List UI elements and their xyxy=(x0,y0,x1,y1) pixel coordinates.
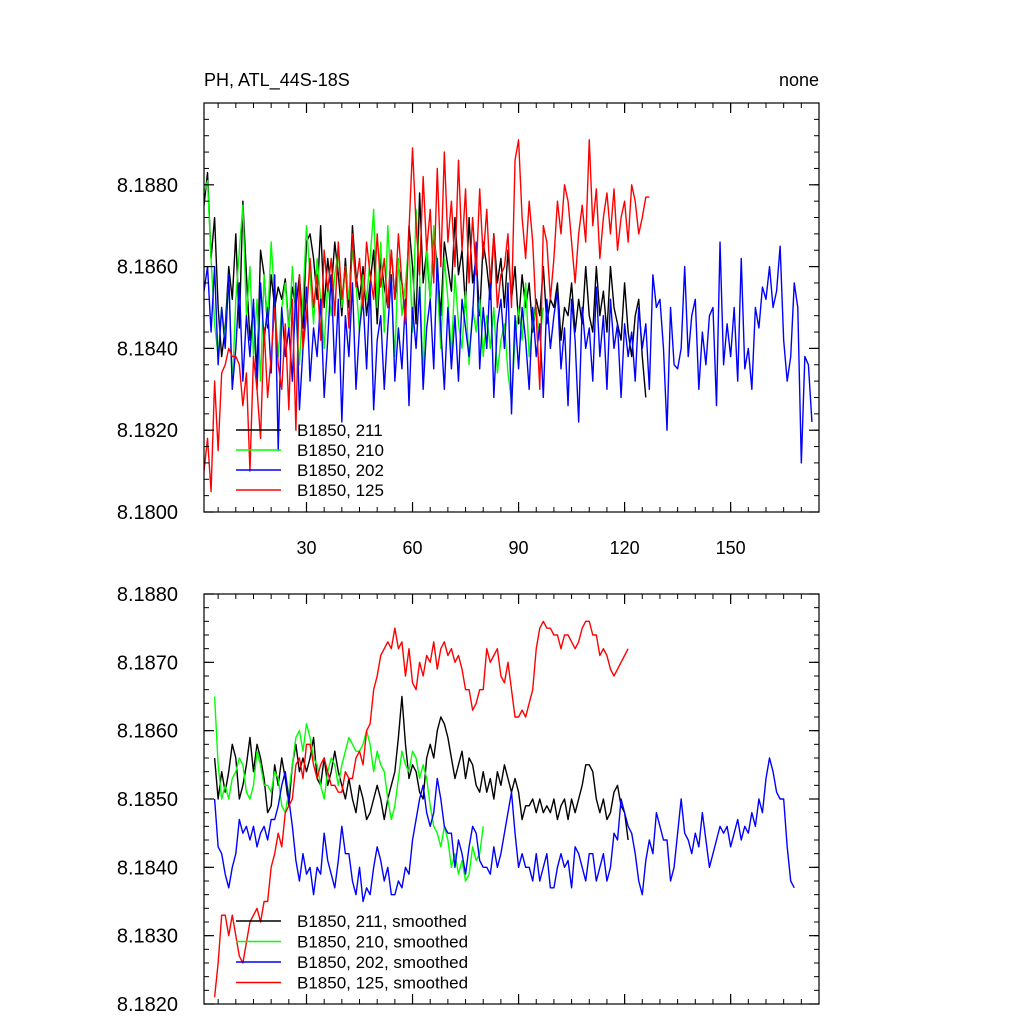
legend-label: B1850, 210, smoothed xyxy=(297,933,468,952)
plot-panel-bottom: 8.1820 8.1830 8.1840 8.1850 8.1860 8.1870 8.18… xyxy=(117,584,820,1016)
x-tick-label: 60 xyxy=(403,538,423,558)
series-line-3 xyxy=(204,241,813,464)
plot-panel-top: 30 60 90 120 150 8.1800 8.1820 8.1840 8.1860 8.18… xyxy=(117,102,820,558)
legend-label: B1850, 202 xyxy=(297,461,384,480)
legend-label: B1850, 210 xyxy=(297,441,384,460)
y-tick-label: 8.1820 xyxy=(117,994,178,1016)
series-line-4 xyxy=(213,620,629,998)
legend-label: B1850, 202, smoothed xyxy=(297,953,468,972)
series-line-3 xyxy=(213,757,795,903)
chart-title-right: none xyxy=(779,70,819,90)
x-tick-label: 120 xyxy=(610,538,640,558)
y-tick-label: 8.1840 xyxy=(117,857,178,879)
x-tick-label: 90 xyxy=(509,538,529,558)
x-tick-label: 150 xyxy=(716,538,746,558)
y-tick-label: 8.1850 xyxy=(117,789,178,811)
y-tick-label: 8.1870 xyxy=(117,652,178,674)
y-tick-label: 8.1860 xyxy=(117,257,178,279)
chart-legend: B1850, 211, smoothed B1850, 210, smoothed… xyxy=(236,912,468,993)
legend-label: B1850, 125, smoothed xyxy=(297,974,468,993)
y-tick-label: 8.1880 xyxy=(117,175,178,197)
chart-title: PH, ATL_44S-18S xyxy=(204,70,350,91)
series-line-4 xyxy=(204,139,650,493)
series-line-2 xyxy=(204,180,545,403)
legend-label: B1850, 211 xyxy=(297,421,383,440)
series-line-2 xyxy=(213,696,484,882)
y-tick-label: 8.1800 xyxy=(117,502,178,524)
y-tick-label: 8.1830 xyxy=(117,926,178,948)
legend-label: B1850, 125 xyxy=(297,481,384,500)
y-tick-label: 8.1840 xyxy=(117,338,178,360)
series-line-1 xyxy=(213,695,629,841)
y-tick-label: 8.1880 xyxy=(117,584,178,606)
legend-label: B1850, 211, smoothed xyxy=(297,912,467,931)
x-tick-label: 30 xyxy=(296,538,316,558)
y-tick-label: 8.1820 xyxy=(117,420,178,442)
series-line-1 xyxy=(204,171,647,398)
y-tick-label: 8.1860 xyxy=(117,721,178,743)
plot-frame xyxy=(203,102,820,513)
